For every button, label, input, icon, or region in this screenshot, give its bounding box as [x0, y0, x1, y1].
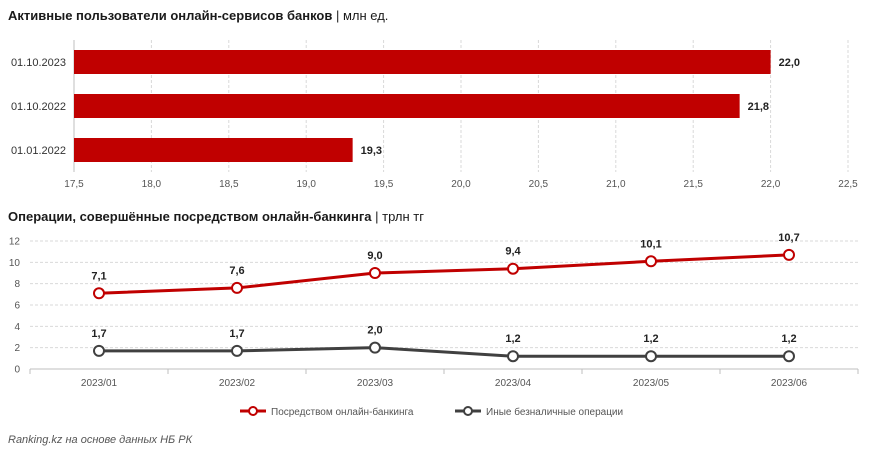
bar-value-label: 22,0 — [779, 57, 800, 69]
x-tick-label: 19,5 — [374, 179, 394, 190]
x-tick-label: 22,5 — [838, 179, 858, 190]
legend-marker — [463, 406, 473, 416]
data-point — [93, 344, 105, 357]
data-point — [369, 341, 381, 354]
legend-marker — [248, 406, 258, 416]
data-label: 10,7 — [778, 232, 799, 244]
data-label: 9,4 — [505, 246, 521, 258]
bar — [74, 138, 353, 162]
x-tick-label: 22,0 — [761, 179, 781, 190]
data-point — [231, 281, 243, 294]
x-tick-label: 18,0 — [142, 179, 162, 190]
data-label: 7,6 — [229, 265, 244, 277]
x-category-label: 2023/02 — [219, 378, 256, 389]
bar — [74, 50, 771, 74]
category-label: 01.10.2023 — [11, 57, 66, 69]
data-label: 9,0 — [367, 250, 382, 262]
legend-label: Посредством онлайн-банкинга — [271, 406, 414, 418]
x-tick-label: 20,5 — [529, 179, 549, 190]
x-category-label: 2023/06 — [771, 378, 808, 389]
data-point — [783, 248, 795, 261]
x-tick-label: 18,5 — [219, 179, 239, 190]
y-tick-label: 12 — [9, 237, 21, 248]
series-line — [98, 253, 790, 295]
bar-chart-active-users: 17,5 18,0 18,5 19,0 19,5 20,0 20,5 21,0 21,5 22,0… — [11, 40, 858, 190]
x-category-label: 2023/05 — [633, 378, 670, 389]
data-point — [369, 267, 381, 279]
category-label: 01.01.2022 — [11, 145, 66, 157]
x-tick-label: 20,0 — [451, 179, 471, 190]
data-point — [93, 287, 105, 300]
source-note: Ranking.kz на основе данных НБ РК — [8, 434, 193, 446]
y-tick-label: 10 — [9, 258, 21, 269]
data-label: 7,1 — [91, 270, 106, 282]
data-label: 1,7 — [91, 328, 106, 340]
x-tick-label: 21,5 — [683, 179, 703, 190]
x-tick-label: 21,0 — [606, 179, 626, 190]
data-point — [231, 344, 243, 357]
x-tick-label: 19,0 — [296, 179, 316, 190]
y-tick-label: 4 — [14, 322, 20, 333]
chart1-title-text: Активные пользователи онлайн-сервисов ба… — [8, 8, 333, 23]
y-tick-label: 8 — [14, 279, 20, 290]
x-category-label: 2023/01 — [81, 378, 118, 389]
chart2-title: Операции, совершённые посредством онлайн… — [8, 209, 424, 224]
bar-value-label: 19,3 — [361, 145, 382, 157]
data-label: 2,0 — [367, 325, 382, 337]
bar — [74, 94, 740, 118]
chart2-unit: трлн тг — [382, 209, 424, 224]
data-label: 1,2 — [781, 333, 796, 345]
x-category-label: 2023/03 — [357, 378, 394, 389]
x-category-label: 2023/04 — [495, 378, 532, 389]
data-point — [507, 350, 519, 363]
y-tick-label: 2 — [14, 343, 20, 354]
data-point — [645, 255, 657, 268]
chart2-title-text: Операции, совершённые посредством онлайн… — [8, 209, 372, 224]
legend-label: Иные безналичные операции — [486, 406, 623, 418]
category-label: 01.10.2022 — [11, 101, 66, 113]
data-label: 1,2 — [643, 333, 658, 345]
bar-value-label: 21,8 — [748, 101, 769, 113]
series-line — [99, 346, 789, 358]
data-label: 1,7 — [229, 328, 244, 340]
data-label: 1,2 — [505, 333, 520, 345]
data-point — [645, 350, 657, 363]
data-point — [507, 262, 519, 275]
chart1-unit: млн ед. — [342, 8, 389, 23]
chart1-title: Активные пользователи онлайн-сервисов ба… — [8, 8, 389, 23]
y-tick-label: 6 — [14, 301, 20, 312]
y-tick-label: 0 — [14, 365, 20, 376]
x-tick-label: 17,5 — [64, 179, 84, 190]
data-point — [783, 350, 795, 363]
data-label: 10,1 — [640, 238, 661, 250]
